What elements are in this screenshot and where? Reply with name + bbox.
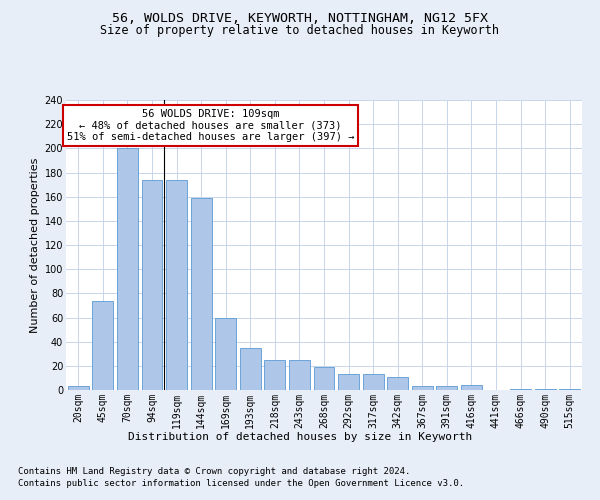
Bar [240,348,261,390]
Text: Size of property relative to detached houses in Keyworth: Size of property relative to detached ho… [101,24,499,37]
Bar [191,198,212,390]
Bar [436,386,457,390]
Bar [92,300,113,390]
Text: Distribution of detached houses by size in Keyworth: Distribution of detached houses by size … [128,432,472,442]
Text: Contains public sector information licensed under the Open Government Licence v3: Contains public sector information licen… [18,479,464,488]
Bar [289,360,310,390]
Bar [412,386,433,390]
Bar [68,386,89,390]
Bar [117,148,138,390]
Bar [166,180,187,390]
Text: 56, WOLDS DRIVE, KEYWORTH, NOTTINGHAM, NG12 5FX: 56, WOLDS DRIVE, KEYWORTH, NOTTINGHAM, N… [112,12,488,26]
Bar [362,374,383,390]
Bar [142,180,163,390]
Bar [461,385,482,390]
Bar [535,389,556,390]
Text: 56 WOLDS DRIVE: 109sqm
← 48% of detached houses are smaller (373)
51% of semi-de: 56 WOLDS DRIVE: 109sqm ← 48% of detached… [67,108,354,142]
Bar [338,374,359,390]
Bar [387,376,408,390]
Bar [314,367,334,390]
Bar [215,318,236,390]
Bar [265,360,286,390]
Bar [510,389,531,390]
Y-axis label: Number of detached properties: Number of detached properties [31,158,40,332]
Bar [559,389,580,390]
Text: Contains HM Land Registry data © Crown copyright and database right 2024.: Contains HM Land Registry data © Crown c… [18,468,410,476]
